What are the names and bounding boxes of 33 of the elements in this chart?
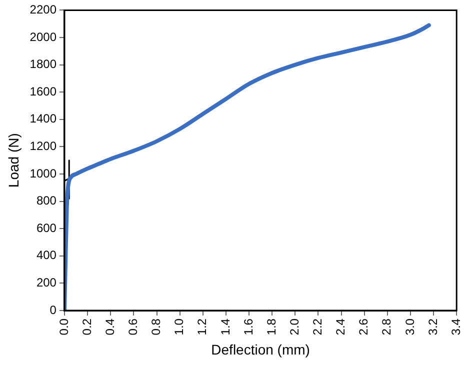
x-tick-label: 2.8 [380,318,394,336]
y-tick-label: 1200 [30,139,57,154]
x-tick-label: 1.8 [264,318,278,336]
x-tick-label: 3.4 [448,318,463,336]
x-tick-label: 0.6 [126,318,140,336]
x-tick-label: 1.0 [172,318,186,336]
x-tick-label: 0.0 [56,318,71,336]
y-tick-label: 200 [36,276,57,290]
y-tick-label: 1000 [30,166,57,180]
y-tick-label: 0 [50,302,57,317]
x-tick-label: 3.2 [426,318,440,336]
x-tick-label: 0.2 [80,318,94,336]
x-axis-title: Deflection (mm) [211,341,310,358]
y-axis-title: Load (N) [5,133,22,188]
y-tick-label: 800 [36,194,57,208]
y-tick-label: 1800 [30,57,57,72]
x-tick-label: 2.4 [334,318,348,336]
y-tick-label: 1400 [30,112,57,126]
y-tick-label: 400 [36,248,57,262]
x-tick-label: 1.2 [195,318,210,336]
x-tick-label: 0.8 [149,318,164,336]
x-tick-label: 2.2 [310,318,325,336]
x-tick-label: 2.0 [287,318,302,336]
y-tick-label: 1600 [30,84,57,98]
x-tick-label: 0.4 [102,318,117,336]
x-tick-label: 1.4 [218,318,232,336]
x-tick-label: 2.6 [356,318,371,336]
x-tick-label: 1.6 [241,318,256,336]
y-tick-label: 600 [36,220,57,235]
x-tick-label: 3.0 [402,318,417,336]
y-tick-label: 2200 [30,2,57,17]
line-series [64,23,431,311]
y-tick-label: 2000 [30,30,57,44]
